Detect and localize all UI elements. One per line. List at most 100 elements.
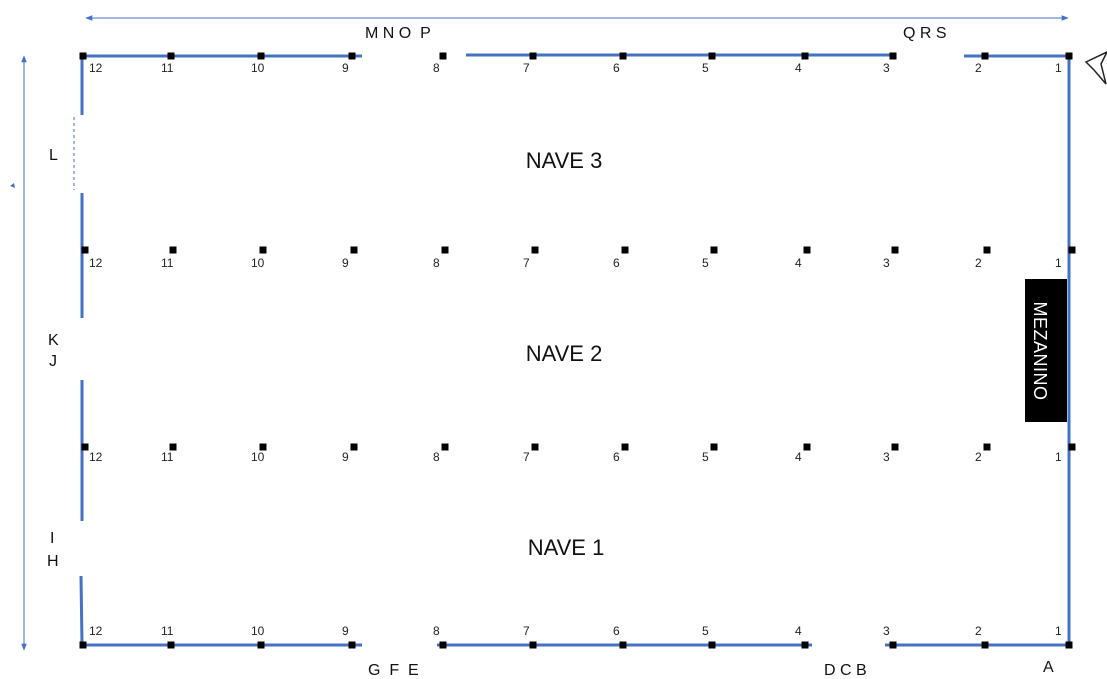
- column-marker: [529, 52, 537, 60]
- column-marker: [441, 443, 449, 451]
- column-number-label: 9: [342, 450, 349, 464]
- column-marker: [439, 641, 447, 649]
- walls: [79, 53, 1071, 647]
- column-number-labels: 1234567891011121234567891011121234567891…: [89, 61, 1062, 638]
- mezanino-block: MEZANINO: [1025, 279, 1067, 422]
- column-number-label: 1: [1055, 256, 1062, 270]
- column-number-label: 3: [883, 624, 890, 638]
- column-number-label: 6: [613, 624, 620, 638]
- door-labels-dcb: D C B: [824, 662, 867, 679]
- door-label-a: A: [1043, 659, 1054, 676]
- column-marker: [710, 443, 718, 451]
- column-marker: [529, 641, 537, 649]
- column-marker: [259, 443, 267, 451]
- column-marker: [891, 443, 899, 451]
- column-marker: [441, 246, 449, 254]
- door-labels-mnop: M N O P: [365, 25, 431, 42]
- column-number-label: 11: [161, 450, 174, 464]
- column-marker: [891, 246, 899, 254]
- column-marker: [79, 641, 87, 649]
- column-marker: [889, 641, 897, 649]
- column-marker: [710, 246, 718, 254]
- column-number-label: 7: [523, 450, 530, 464]
- column-marker: [708, 641, 716, 649]
- column-number-label: 8: [433, 624, 440, 638]
- column-number-label: 6: [613, 61, 620, 75]
- door-labels-qrs: Q R S: [903, 25, 947, 42]
- column-marker: [983, 443, 991, 451]
- column-number-label: 3: [883, 450, 890, 464]
- column-number-label: 4: [795, 450, 802, 464]
- column-marker: [439, 52, 447, 60]
- column-number-label: 2: [975, 61, 982, 75]
- column-marker: [531, 443, 539, 451]
- column-marker: [348, 641, 356, 649]
- column-number-label: 12: [89, 450, 103, 464]
- door-label-k: K: [48, 332, 59, 349]
- column-marker: [801, 641, 809, 649]
- door-label-l: L: [49, 147, 58, 164]
- column-marker: [621, 443, 629, 451]
- column-marker: [169, 246, 177, 254]
- column-marker: [348, 52, 356, 60]
- mezanino-box: [1025, 279, 1067, 422]
- column-number-label: 11: [161, 624, 174, 638]
- column-marker: [621, 246, 629, 254]
- column-marker: [1065, 52, 1073, 60]
- column-marker: [619, 52, 627, 60]
- column-marker: [257, 641, 265, 649]
- column-marker: [889, 52, 897, 60]
- column-number-label: 5: [702, 256, 709, 270]
- column-number-label: 4: [795, 256, 802, 270]
- column-marker: [531, 246, 539, 254]
- structural-columns: [79, 52, 1076, 649]
- column-number-label: 11: [161, 61, 174, 75]
- column-marker: [81, 246, 89, 254]
- door-labels-gfe: G F E: [368, 662, 419, 679]
- column-marker: [169, 443, 177, 451]
- nave-3-label: NAVE 3: [526, 148, 603, 173]
- column-number-label: 10: [251, 624, 265, 638]
- column-number-label: 12: [89, 61, 103, 75]
- column-marker: [167, 641, 175, 649]
- nave-2-label: NAVE 2: [526, 341, 603, 366]
- column-number-label: 5: [702, 624, 709, 638]
- column-number-label: 7: [523, 256, 530, 270]
- mezanino-label: MEZANINO: [1030, 301, 1050, 400]
- column-number-label: 3: [883, 256, 890, 270]
- column-number-label: 2: [975, 624, 982, 638]
- column-marker: [81, 443, 89, 451]
- column-number-label: 10: [251, 61, 265, 75]
- column-marker: [259, 246, 267, 254]
- column-number-label: 12: [89, 256, 103, 270]
- column-number-label: 1: [1055, 61, 1062, 75]
- column-number-label: 10: [251, 256, 265, 270]
- column-marker: [350, 246, 358, 254]
- column-marker: [1068, 443, 1076, 451]
- column-marker: [619, 641, 627, 649]
- column-marker: [257, 52, 265, 60]
- column-marker: [803, 246, 811, 254]
- column-marker: [983, 246, 991, 254]
- column-marker: [981, 641, 989, 649]
- column-number-label: 7: [523, 624, 530, 638]
- column-marker: [803, 443, 811, 451]
- column-number-label: 5: [702, 450, 709, 464]
- column-marker: [1065, 641, 1073, 649]
- column-number-label: 4: [795, 624, 802, 638]
- door-label-h: H: [47, 553, 59, 570]
- door-label-i: I: [50, 530, 54, 547]
- column-number-label: 9: [342, 624, 349, 638]
- column-number-label: 4: [795, 61, 802, 75]
- column-number-label: 6: [613, 450, 620, 464]
- door-label-j: J: [49, 353, 57, 370]
- column-number-label: 5: [702, 61, 709, 75]
- column-number-label: 9: [342, 256, 349, 270]
- column-marker: [79, 52, 87, 60]
- column-number-label: 1: [1055, 450, 1062, 464]
- left-wall-bottom: [79, 575, 84, 646]
- column-number-label: 8: [433, 61, 440, 75]
- column-marker: [1068, 246, 1076, 254]
- column-number-label: 11: [161, 256, 174, 270]
